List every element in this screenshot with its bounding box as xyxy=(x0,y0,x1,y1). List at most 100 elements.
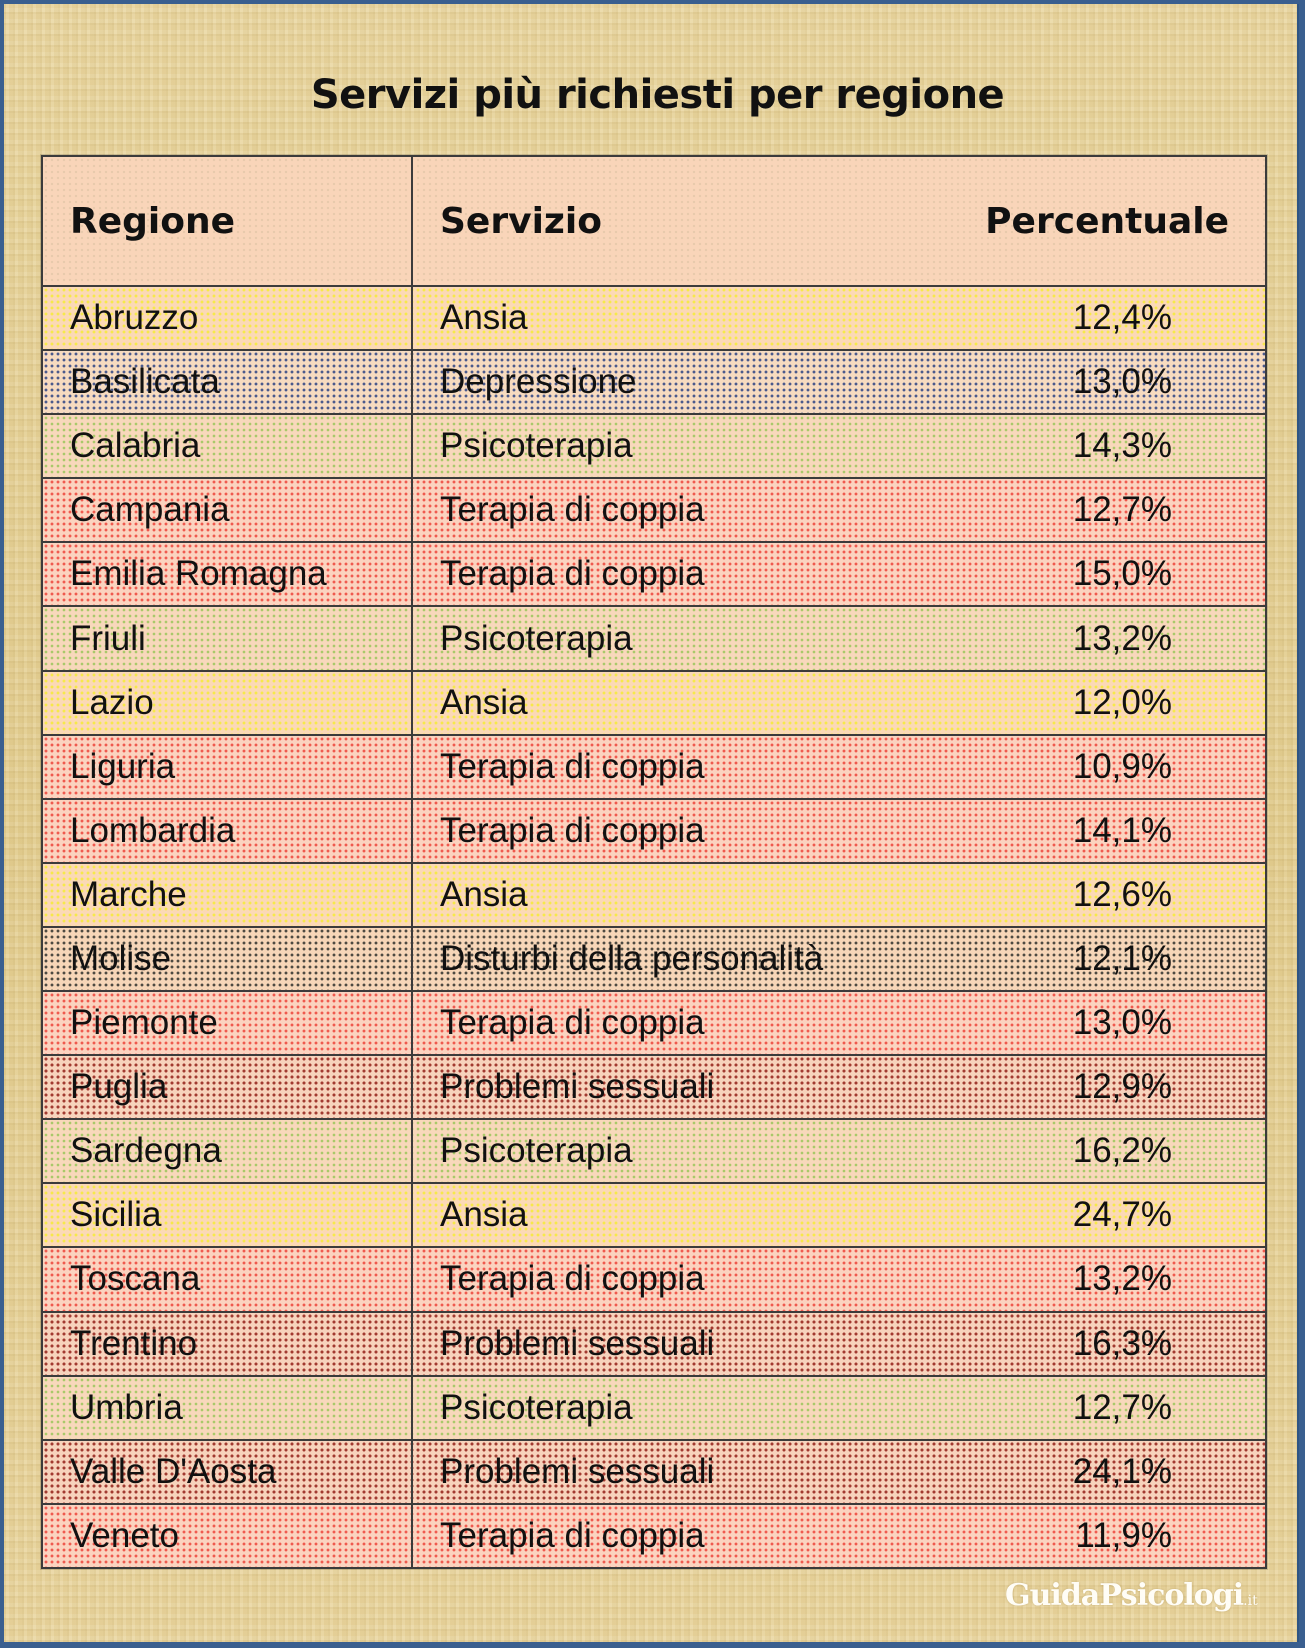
cell-regione: Liguria xyxy=(43,735,413,798)
cell-regione: Puglia xyxy=(43,1056,413,1119)
cell-servizio: Ansia xyxy=(440,682,528,722)
cell-percentuale: 14,3% xyxy=(1072,426,1172,466)
cell-percentuale: 13,2% xyxy=(1072,618,1172,658)
table-row: Puglia Problemi sessuali 12,9% xyxy=(43,1054,1265,1119)
table-row: Sardegna Psicoterapia 16,2% xyxy=(43,1118,1265,1183)
cell-percentuale: 12,7% xyxy=(1072,490,1172,530)
cell-servizio-group: Psicoterapia 16,2% xyxy=(413,1120,1265,1182)
cell-servizio-group: Ansia 12,4% xyxy=(413,287,1265,349)
cell-percentuale: 14,1% xyxy=(1072,810,1172,850)
cell-servizio-group: Terapia di coppia 10,9% xyxy=(413,736,1265,798)
table-row: Molise Disturbi della personalità 12,1% xyxy=(43,925,1265,991)
header-percentuale: Percentuale xyxy=(985,200,1229,242)
cell-regione: Toscana xyxy=(43,1248,413,1311)
header-servizio-group: Servizio Percentuale xyxy=(413,157,1265,285)
cell-percentuale: 24,1% xyxy=(1072,1451,1172,1491)
cell-regione: Campania xyxy=(43,479,413,542)
cell-servizio-group: Terapia di coppia 14,1% xyxy=(413,800,1265,862)
cell-servizio-group: Problemi sessuali 24,1% xyxy=(413,1441,1265,1503)
cell-regione: Sardegna xyxy=(43,1120,413,1183)
cell-regione: Marche xyxy=(43,863,413,926)
cell-percentuale: 24,7% xyxy=(1072,1195,1172,1235)
cell-servizio-group: Disturbi della personalità 12,1% xyxy=(413,928,1265,990)
cell-servizio: Psicoterapia xyxy=(440,1387,633,1427)
cell-servizio: Ansia xyxy=(440,298,528,338)
cell-percentuale: 12,1% xyxy=(1072,938,1172,978)
cell-percentuale: 12,0% xyxy=(1072,682,1172,722)
cell-regione: Friuli xyxy=(43,607,413,670)
cell-servizio: Terapia di coppia xyxy=(440,490,705,530)
cell-servizio: Terapia di coppia xyxy=(440,1259,705,1299)
cell-regione: Umbria xyxy=(43,1376,413,1439)
cell-percentuale: 13,2% xyxy=(1072,1259,1172,1299)
cell-servizio-group: Problemi sessuali 12,9% xyxy=(413,1056,1265,1118)
cell-servizio: Terapia di coppia xyxy=(440,746,705,786)
table-row: Umbria Psicoterapia 12,7% xyxy=(43,1374,1265,1439)
table-row: Veneto Terapia di coppia 11,9% xyxy=(43,1502,1265,1567)
table-row: Piemonte Terapia di coppia 13,0% xyxy=(43,990,1265,1055)
cell-servizio-group: Ansia 24,7% xyxy=(413,1184,1265,1246)
cell-servizio: Psicoterapia xyxy=(440,426,633,466)
table-row: Calabria Psicoterapia 14,3% xyxy=(43,413,1265,478)
cell-servizio-group: Terapia di coppia 12,7% xyxy=(413,479,1265,541)
cell-percentuale: 12,7% xyxy=(1072,1387,1172,1427)
cell-servizio: Terapia di coppia xyxy=(440,554,705,594)
cell-regione: Sicilia xyxy=(43,1184,413,1247)
cell-servizio: Psicoterapia xyxy=(440,618,633,658)
cell-regione: Basilicata xyxy=(43,351,413,414)
cell-percentuale: 15,0% xyxy=(1072,554,1172,594)
cell-percentuale: 16,3% xyxy=(1072,1323,1172,1363)
table-row: Liguria Terapia di coppia 10,9% xyxy=(43,733,1265,798)
table-header-row: Regione Servizio Percentuale xyxy=(43,157,1265,285)
header-regione: Regione xyxy=(43,157,413,285)
cell-servizio: Disturbi della personalità xyxy=(440,938,824,978)
cell-servizio: Problemi sessuali xyxy=(440,1067,715,1107)
cell-regione: Molise xyxy=(43,927,413,991)
cell-servizio-group: Terapia di coppia 13,0% xyxy=(413,992,1265,1054)
cell-servizio: Psicoterapia xyxy=(440,1131,633,1171)
cell-servizio: Depressione xyxy=(440,362,637,402)
table-row: Sicilia Ansia 24,7% xyxy=(43,1182,1265,1247)
cell-servizio-group: Depressione 13,0% xyxy=(413,351,1265,413)
cell-regione: Veneto xyxy=(43,1504,413,1567)
cell-percentuale: 12,6% xyxy=(1072,874,1172,914)
guidapsicologi-logo: GuidaPsicologi.it xyxy=(1005,1578,1258,1613)
cell-servizio-group: Psicoterapia 13,2% xyxy=(413,607,1265,669)
logo-tld: .it xyxy=(1243,1593,1258,1609)
table-row: Basilicata Depressione 13,0% xyxy=(43,349,1265,414)
cell-percentuale: 13,0% xyxy=(1072,362,1172,402)
cell-servizio: Ansia xyxy=(440,874,528,914)
cell-percentuale: 10,9% xyxy=(1072,746,1172,786)
cell-servizio: Ansia xyxy=(440,1195,528,1235)
cell-regione: Trentino xyxy=(43,1312,413,1375)
services-table: Regione Servizio Percentuale Abruzzo Ansi… xyxy=(41,155,1267,1569)
cell-servizio-group: Ansia 12,0% xyxy=(413,672,1265,734)
cell-servizio: Terapia di coppia xyxy=(440,1515,705,1555)
cell-percentuale: 12,4% xyxy=(1072,298,1172,338)
table-row: Friuli Psicoterapia 13,2% xyxy=(43,605,1265,670)
cell-servizio-group: Terapia di coppia 11,9% xyxy=(413,1505,1265,1567)
cell-servizio-group: Psicoterapia 14,3% xyxy=(413,415,1265,477)
table-row: Marche Ansia 12,6% xyxy=(43,861,1265,926)
cell-regione: Valle D'Aosta xyxy=(43,1440,413,1503)
table-row: Abruzzo Ansia 12,4% xyxy=(43,285,1265,350)
cell-percentuale: 16,2% xyxy=(1072,1131,1172,1171)
cell-regione: Calabria xyxy=(43,415,413,478)
cell-servizio-group: Ansia 12,6% xyxy=(413,864,1265,926)
cell-servizio-group: Problemi sessuali 16,3% xyxy=(413,1313,1265,1375)
cell-percentuale: 11,9% xyxy=(1075,1515,1172,1555)
cell-servizio: Problemi sessuali xyxy=(440,1451,715,1491)
table-row: Lazio Ansia 12,0% xyxy=(43,669,1265,734)
cell-percentuale: 12,9% xyxy=(1072,1067,1172,1107)
table-row: Emilia Romagna Terapia di coppia 15,0% xyxy=(43,541,1265,606)
cell-servizio-group: Terapia di coppia 15,0% xyxy=(413,543,1265,605)
cell-regione: Piemonte xyxy=(43,992,413,1055)
table-body: Abruzzo Ansia 12,4% Basilicata Depressione 13… xyxy=(43,285,1265,1567)
table-row: Valle D'Aosta Problemi sessuali 24,1% xyxy=(43,1438,1265,1503)
table-row: Trentino Problemi sessuali 16,3% xyxy=(43,1310,1265,1375)
cell-servizio-group: Psicoterapia 12,7% xyxy=(413,1377,1265,1439)
cell-percentuale: 13,0% xyxy=(1072,1003,1172,1043)
cell-regione: Emilia Romagna xyxy=(43,543,413,606)
cell-servizio: Terapia di coppia xyxy=(440,810,705,850)
cell-regione: Lombardia xyxy=(43,799,413,862)
